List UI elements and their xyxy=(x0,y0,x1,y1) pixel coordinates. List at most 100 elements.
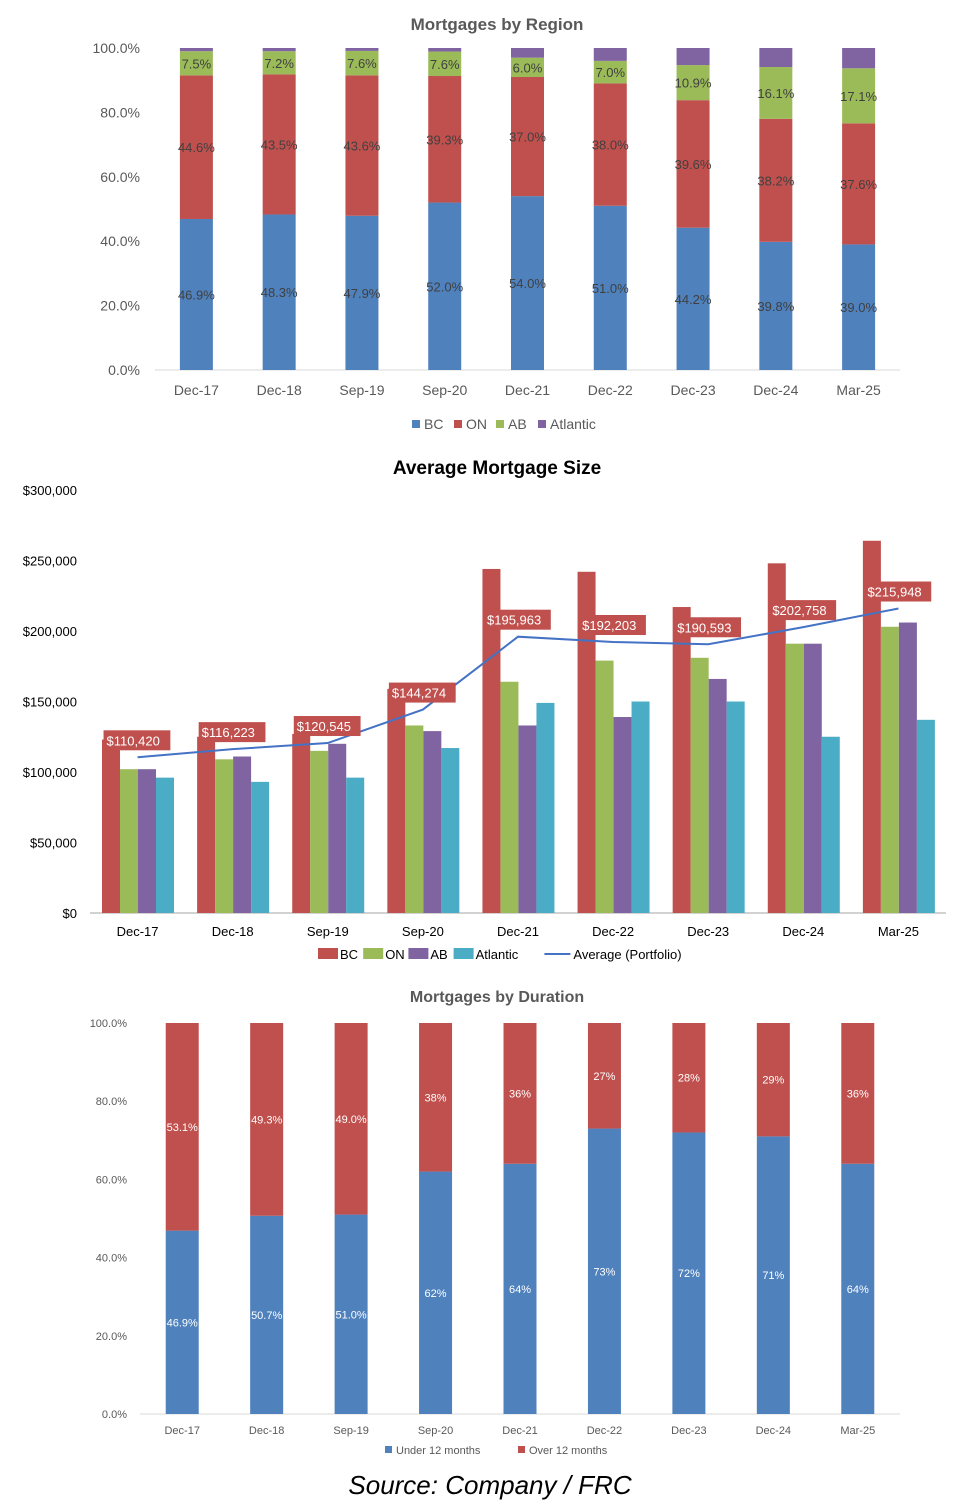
bar-on xyxy=(511,76,544,197)
data-label-bc: 47.9% xyxy=(344,286,381,301)
bar-bc xyxy=(767,563,786,913)
bar-on xyxy=(595,660,614,913)
bar-ab xyxy=(518,725,537,913)
legend-label-bc: BC xyxy=(340,947,358,962)
bar-ab xyxy=(423,731,442,913)
bar-over-12-months xyxy=(672,1023,706,1133)
x-tick-label: Dec-18 xyxy=(249,1425,284,1437)
average-label-box xyxy=(198,722,266,743)
data-label-ab: 7.6% xyxy=(347,56,377,71)
y-tick-label: $250,000 xyxy=(23,554,77,569)
x-tick-label: Dec-23 xyxy=(687,924,729,939)
x-tick-label: Sep-19 xyxy=(307,924,349,939)
data-label-under-12-months: 51.0% xyxy=(336,1309,367,1321)
legend-label-atlantic: Atlantic xyxy=(550,416,596,432)
legend-label-over-12-months: Over 12 months xyxy=(529,1445,608,1457)
bar-atlantic xyxy=(821,736,840,913)
bar-on xyxy=(179,75,213,219)
mortgages-by-region-chart: Mortgages by Region 0.0% 20.0% 40.0% 60.0% 80… xyxy=(0,0,980,440)
average-data-label: $195,963 xyxy=(487,613,541,628)
y-tick-label: 100.0% xyxy=(90,1018,128,1030)
data-label-bc: 52.0% xyxy=(426,279,463,294)
bar-under-12-months xyxy=(756,1136,790,1414)
x-tick-label: Mar-25 xyxy=(840,1425,875,1437)
bar-atlantic xyxy=(156,777,174,913)
average-data-label: $192,203 xyxy=(582,618,636,633)
average-mortgage-size-chart: Average Mortgage Size $0 $50,000 $100,000 $1… xyxy=(0,448,980,970)
data-label-bc: 44.2% xyxy=(675,292,712,307)
bar-ab xyxy=(708,678,727,913)
legend-label-bc: BC xyxy=(424,416,443,432)
bar-on xyxy=(759,118,793,242)
bar-ab xyxy=(138,769,156,913)
chart-title: Mortgages by Region xyxy=(411,15,584,34)
bar-on xyxy=(405,725,424,913)
x-tick-label: Dec-18 xyxy=(257,382,302,398)
bar-ab xyxy=(345,50,379,76)
bar-under-12-months xyxy=(503,1163,537,1414)
data-label-under-12-months: 71% xyxy=(762,1270,784,1282)
y-tick-label: 100.0% xyxy=(93,40,140,56)
bar-on xyxy=(215,759,234,913)
data-label-ab: 17.1% xyxy=(840,89,877,104)
bar-on xyxy=(428,76,462,203)
bar-atlantic xyxy=(536,702,555,913)
x-tick-label: Dec-18 xyxy=(212,924,254,939)
bar-atlantic xyxy=(251,781,270,913)
legend-swatch-bc xyxy=(412,420,420,428)
data-label-over-12-months: 49.3% xyxy=(251,1114,282,1126)
average-label-box xyxy=(864,581,932,602)
average-label-box xyxy=(103,730,171,751)
bar-atlantic xyxy=(345,48,379,51)
legend-label-on: ON xyxy=(385,947,405,962)
bar-on xyxy=(690,657,709,913)
y-tick-label: $50,000 xyxy=(30,836,77,851)
x-tick-label: Sep-20 xyxy=(402,924,444,939)
data-label-bc: 54.0% xyxy=(509,276,546,291)
bar-bc xyxy=(262,214,296,370)
average-data-label: $215,948 xyxy=(867,585,921,600)
average-data-label: $190,593 xyxy=(677,620,731,635)
y-tick-label: 0.0% xyxy=(102,1409,127,1421)
data-label-under-12-months: 64% xyxy=(847,1284,869,1296)
x-tick-label: Dec-23 xyxy=(671,1425,706,1437)
bar-ab xyxy=(511,57,544,77)
data-label-ab: 16.1% xyxy=(757,86,794,101)
x-tick-label: Dec-22 xyxy=(592,924,634,939)
bar-bc xyxy=(179,218,213,370)
y-tick-label: 80.0% xyxy=(96,1096,127,1108)
bar-atlantic xyxy=(726,701,745,913)
x-tick-label: Dec-17 xyxy=(174,382,219,398)
x-tick-label: Dec-21 xyxy=(502,1425,537,1437)
bar-under-12-months xyxy=(250,1215,284,1414)
legend-label-on: ON xyxy=(466,416,487,432)
y-tick-label: $0 xyxy=(63,906,77,921)
bar-atlantic xyxy=(179,48,213,52)
bar-atlantic xyxy=(842,48,876,69)
bar-on xyxy=(880,626,899,913)
bar-bc xyxy=(428,202,462,370)
x-tick-label: Dec-21 xyxy=(497,924,539,939)
average-label-box xyxy=(579,614,646,635)
legend-label-atlantic: Atlantic xyxy=(476,947,519,962)
data-label-under-12-months: 64% xyxy=(509,1284,531,1296)
bar-on xyxy=(676,100,710,228)
bar-bc xyxy=(862,540,881,913)
data-label-over-12-months: 49.0% xyxy=(336,1114,367,1126)
data-label-over-12-months: 36% xyxy=(509,1088,531,1100)
bar-bc xyxy=(672,607,691,913)
bar-atlantic xyxy=(916,719,935,913)
x-tick-label: Dec-21 xyxy=(505,382,550,398)
bar-under-12-months xyxy=(334,1214,368,1414)
legend-label-under-12-months: Under 12 months xyxy=(396,1445,481,1457)
bar-on xyxy=(842,123,876,245)
legend-swatch-on xyxy=(363,948,384,959)
bar-atlantic xyxy=(593,48,627,61)
bar-ab xyxy=(328,743,347,913)
x-tick-label: Dec-24 xyxy=(753,382,798,398)
bar-atlantic xyxy=(759,48,793,67)
bar-under-12-months xyxy=(841,1163,875,1414)
bar-ab xyxy=(759,66,793,119)
x-tick-label: Dec-23 xyxy=(670,382,715,398)
data-label-on: 43.5% xyxy=(261,137,298,152)
